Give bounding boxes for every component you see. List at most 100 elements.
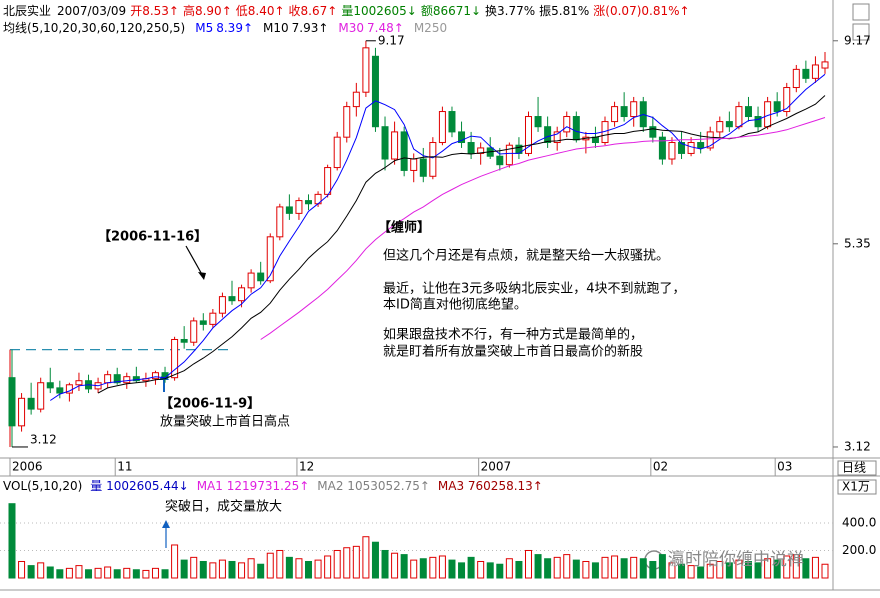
candle-body xyxy=(716,121,724,133)
candle-body xyxy=(343,106,351,138)
candle-body xyxy=(238,287,246,302)
volume-bar xyxy=(620,558,628,579)
volume-bar xyxy=(151,567,159,579)
volume-bar xyxy=(591,562,599,579)
volume-bar xyxy=(821,563,829,579)
candle-body xyxy=(563,116,571,133)
volume-bar xyxy=(515,560,523,579)
volume-bar xyxy=(678,563,686,579)
candle-body xyxy=(611,106,619,123)
volume-bar xyxy=(266,552,274,579)
header-item: 收8.67↑ xyxy=(289,4,338,18)
candle-body xyxy=(544,126,552,144)
candle-body xyxy=(572,116,580,141)
candle-body xyxy=(247,272,255,289)
watermark: 瀛时陪你缠中说禅 xyxy=(668,549,804,570)
candle-body xyxy=(276,206,284,238)
candle-body xyxy=(438,111,446,144)
volume-bar xyxy=(27,565,35,579)
candle-body xyxy=(773,101,781,113)
volume-bar xyxy=(199,560,207,579)
annotation-line: 如果跟盘技术不行，有一种方式是最简单的， xyxy=(383,327,643,343)
ma-line xyxy=(260,117,826,340)
volume-bar xyxy=(295,558,303,579)
candle-body xyxy=(811,64,819,79)
candle-body xyxy=(400,131,408,171)
candle-body xyxy=(697,142,705,149)
candle-body xyxy=(171,338,179,379)
volume-bar xyxy=(132,569,140,579)
volume-bar xyxy=(630,556,638,579)
candle-body xyxy=(553,131,561,144)
candle-body xyxy=(295,200,303,214)
candle-body xyxy=(496,155,504,166)
header-item: 涨(0.07)0.81%↑ xyxy=(593,3,689,18)
volume-bar xyxy=(582,560,590,579)
volume-bar xyxy=(75,565,83,579)
candle-body xyxy=(410,158,418,171)
candle-body xyxy=(792,68,800,89)
ma-line xyxy=(97,95,826,394)
candle-body xyxy=(218,296,226,314)
volume-bar xyxy=(744,560,752,579)
volume-bar xyxy=(37,562,45,579)
candle-body xyxy=(467,142,475,154)
annotation-line: 但这几个月还是有点烦，就是整天给一大叔骚扰。 xyxy=(383,248,669,264)
candle-body xyxy=(151,372,159,380)
header-line: 均线(5,10,20,30,60,120,250,5) M5 8.39↑ M10 7.9… xyxy=(3,21,447,35)
volume-bar xyxy=(563,554,571,579)
volume-bar xyxy=(104,566,112,579)
header-item: 高8.90↑ xyxy=(183,3,232,18)
volume-bar xyxy=(534,554,542,579)
candle-body xyxy=(190,320,198,343)
y-tick-label: 9.17 xyxy=(844,33,871,47)
volume-bar xyxy=(391,552,399,579)
x-tick-label: 12 xyxy=(299,460,314,474)
volume-bar xyxy=(257,563,265,579)
candle-body xyxy=(591,136,599,144)
header-item: 2007/03/09 xyxy=(57,4,126,18)
volume-bar xyxy=(611,555,619,579)
volume-bar xyxy=(218,559,226,579)
volume-bar xyxy=(448,559,456,579)
volume-bar xyxy=(601,556,609,579)
candle-body xyxy=(27,397,35,410)
candle-body xyxy=(477,147,485,154)
candle-body xyxy=(744,106,752,118)
volume-bar xyxy=(190,556,198,579)
annotation-line: 就是盯着所有放量突破上市首日最高价的新股 xyxy=(383,344,643,360)
header-item: 7.48↑ xyxy=(367,21,404,35)
volume-bar xyxy=(668,562,676,579)
volume-bar xyxy=(56,569,64,579)
volume-bar xyxy=(180,559,188,579)
header-item: 换3.77% xyxy=(485,4,535,18)
candle-body xyxy=(620,106,628,118)
x-tick-label: 2006 xyxy=(12,460,43,474)
volume-bar xyxy=(65,567,73,579)
candle-body xyxy=(324,167,332,195)
volume-bar xyxy=(209,562,217,579)
header-item: 额86671↓ xyxy=(421,4,481,18)
volume-bar xyxy=(438,555,446,579)
candle-body xyxy=(725,121,733,128)
volume-bar xyxy=(429,556,437,579)
volume-bar xyxy=(811,556,819,579)
volume-bar xyxy=(333,549,341,579)
volume-bar xyxy=(85,569,93,579)
candle-body xyxy=(257,272,265,282)
candle-body xyxy=(285,206,293,214)
volume-bar xyxy=(783,555,791,579)
candle-body xyxy=(305,200,313,205)
annotation-line: 最近，让他在3元多吸纳北辰实业，4块不到就跑了， xyxy=(383,281,686,297)
candle-body xyxy=(391,131,399,160)
volume-bar xyxy=(687,565,695,579)
volume-bar xyxy=(276,549,284,579)
volume-bar xyxy=(410,559,418,579)
header-item: MA3 760258.13↑ xyxy=(438,479,543,493)
candle-body xyxy=(735,106,743,128)
annotation: 【缠师】 xyxy=(378,220,430,236)
candle-body xyxy=(764,101,772,128)
volume-bar xyxy=(496,563,504,579)
